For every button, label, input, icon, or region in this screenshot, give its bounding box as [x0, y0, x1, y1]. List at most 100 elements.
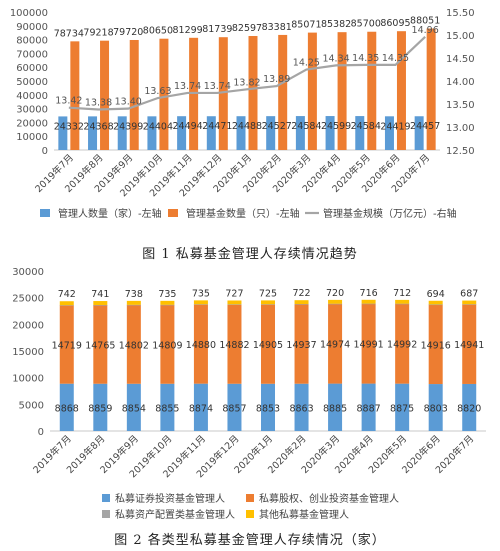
- y-left-tick-label: 100000: [10, 8, 48, 19]
- data-label-securities: 8857: [222, 403, 246, 414]
- data-label-manager-count: 24471: [202, 121, 232, 132]
- legend-swatch: [102, 494, 110, 502]
- bar-manager-count: [236, 116, 246, 150]
- data-label-equity-vc: 14992: [387, 340, 417, 351]
- data-label-equity-vc: 14880: [186, 340, 216, 351]
- data-label-manager-count: 24368: [83, 121, 113, 132]
- y-tick-label: 5000: [19, 400, 44, 411]
- data-label-fund-scale: 13.74: [174, 81, 201, 92]
- bar-asset-allocation: [93, 304, 108, 306]
- bar-other: [395, 299, 410, 304]
- data-label-securities: 8859: [88, 403, 112, 414]
- y-left-tick-label: 50000: [16, 77, 48, 88]
- bar-fund-count: [159, 38, 169, 150]
- legend-label: 管理基金数量（只）-左轴: [186, 207, 300, 220]
- y-tick-label: 0: [38, 427, 44, 438]
- bar-asset-allocation: [395, 303, 410, 305]
- bar-asset-allocation: [428, 304, 443, 306]
- data-label-equity-vc: 14882: [219, 340, 249, 351]
- bar-other: [261, 300, 275, 305]
- data-label-fund-scale: 13.74: [204, 81, 231, 92]
- bar-fund-count: [100, 40, 110, 150]
- chart-fund-manager-trend: 0 10000 20000 30000 40000 50000 60000 70000 8000…: [10, 8, 475, 220]
- bar-securities: [328, 383, 343, 431]
- bar-equity-vc: [361, 303, 376, 384]
- bar-equity-vc: [261, 304, 275, 384]
- data-label-fund-scale: 13.38: [85, 98, 112, 109]
- y-left-tick-label: 0: [42, 146, 48, 157]
- legend-label: 私募股权、创业投资基金管理人: [259, 492, 399, 505]
- bar-fund-count: [278, 34, 288, 150]
- data-label-fund-scale: 13.89: [263, 74, 290, 85]
- bar-securities: [93, 383, 108, 431]
- bar-fund-count: [218, 37, 228, 150]
- bar-asset-allocation: [193, 304, 208, 305]
- data-label-fund-scale: 13.63: [144, 86, 171, 97]
- y-left-tick-label: 90000: [16, 22, 48, 33]
- data-label-fund-scale: 14.35: [382, 53, 409, 64]
- bar-fund-count: [248, 36, 258, 150]
- legend-label: 私募证券投资基金管理人: [115, 492, 225, 505]
- bar-equity-vc: [93, 305, 108, 384]
- bar-fund-count: [337, 32, 347, 151]
- data-label-securities: 8863: [289, 403, 313, 414]
- bar-asset-allocation: [462, 304, 477, 305]
- data-label-equity-vc: 14916: [421, 340, 451, 351]
- bar-manager-count: [117, 116, 127, 150]
- data-label-securities: 8885: [323, 403, 347, 414]
- data-label-fund-count: 85382: [321, 19, 351, 30]
- bar-fund-count: [307, 32, 317, 150]
- data-label-securities: 8820: [457, 403, 481, 414]
- bar-equity-vc: [227, 304, 242, 384]
- data-label-equity-vc: 14937: [286, 340, 316, 351]
- bar-asset-allocation: [126, 304, 141, 306]
- data-label-fund-count: 79720: [113, 27, 143, 38]
- bar-equity-vc: [428, 304, 443, 385]
- y-left-tick-label: 40000: [16, 91, 48, 102]
- bar-securities: [395, 383, 410, 431]
- y-left-tick-label: 10000: [16, 132, 48, 143]
- data-label-other: 738: [125, 289, 143, 300]
- data-label-manager-count: 24494: [172, 121, 202, 132]
- bar-other: [361, 299, 376, 304]
- figure-2-caption: 图 2 各类型私募基金管理人存续情况（家）: [114, 533, 386, 548]
- bar-other: [59, 301, 74, 306]
- y-left-tick-label: 20000: [16, 118, 48, 129]
- bar-asset-allocation: [227, 304, 242, 305]
- data-label-equity-vc: 14765: [85, 340, 115, 351]
- y-tick-label: 15000: [12, 347, 44, 358]
- data-label-manager-count: 24527: [262, 121, 292, 132]
- data-label-fund-count: 78734: [54, 28, 84, 39]
- data-label-other: 712: [393, 288, 411, 299]
- bar-other: [294, 300, 309, 305]
- legend-swatch: [246, 510, 254, 518]
- data-label-other: 735: [158, 289, 176, 300]
- bar-other: [328, 299, 343, 304]
- data-label-manager-count: 24332: [54, 121, 84, 132]
- data-label-other: 687: [460, 289, 478, 300]
- bar-securities: [462, 383, 477, 431]
- data-label-other: 694: [427, 289, 445, 300]
- bar-securities: [227, 383, 242, 431]
- data-label-fund-count: 85071: [291, 20, 321, 31]
- bar-asset-allocation: [328, 303, 343, 305]
- bar-securities: [59, 383, 74, 431]
- data-label-fund-count: 81299: [172, 25, 202, 36]
- y-tick-label: 10000: [12, 374, 44, 385]
- data-label-fund-scale: 14.34: [322, 53, 349, 64]
- bar-manager-count: [266, 116, 276, 150]
- data-label-manager-count: 24584: [351, 121, 381, 132]
- y-left-tick-label: 30000: [16, 105, 48, 116]
- bar-fund-count: [426, 28, 436, 150]
- data-label-other: 725: [259, 288, 277, 299]
- bar-asset-allocation: [294, 304, 309, 305]
- data-label-other: 722: [292, 288, 310, 299]
- y-left-tick-label: 80000: [16, 36, 48, 47]
- data-label-fund-scale: 13.42: [55, 96, 82, 107]
- y-tick-label: 20000: [12, 320, 44, 331]
- bar-other: [93, 301, 108, 305]
- line-fund-scale: [68, 36, 426, 111]
- bar-securities: [428, 384, 443, 431]
- data-label-equity-vc: 14941: [454, 340, 484, 351]
